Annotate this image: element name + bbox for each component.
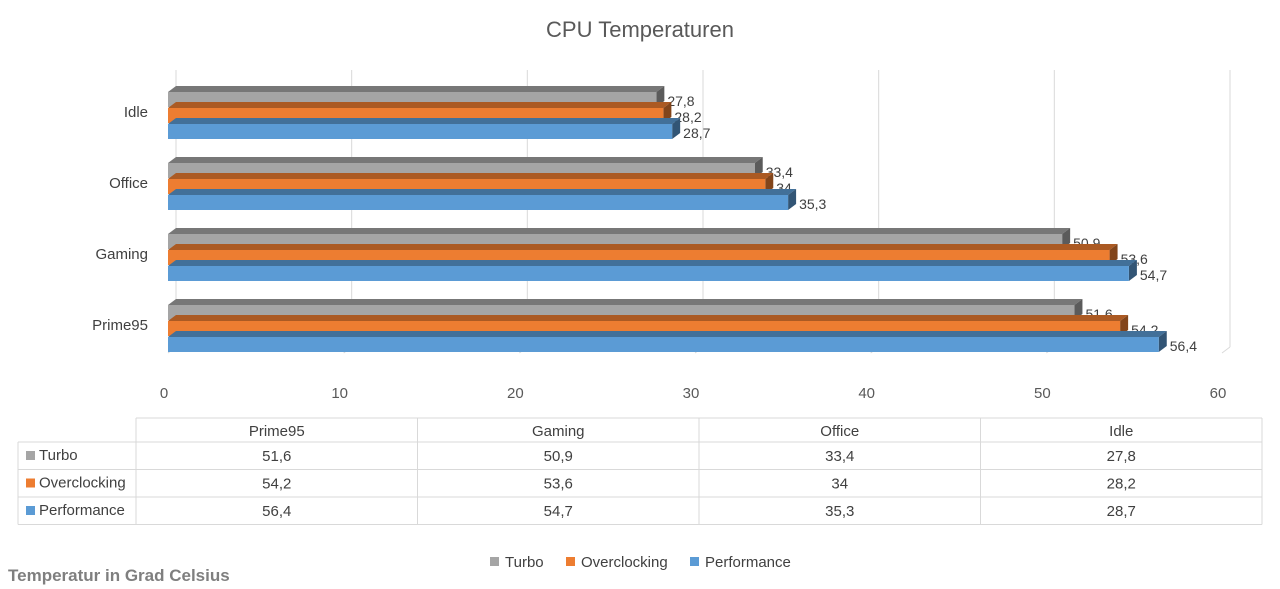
table-cell: 33,4 xyxy=(825,448,854,465)
table-header: Idle xyxy=(1109,423,1133,440)
bar-performance-gaming xyxy=(168,266,1129,281)
data-label: 35,3 xyxy=(799,196,826,212)
bar-side-turbo xyxy=(754,157,763,178)
bar-top-turbo xyxy=(168,228,1071,234)
data-label: 56,4 xyxy=(1170,338,1197,354)
legend-key-performance xyxy=(690,557,699,566)
tick-label: 30 xyxy=(683,385,700,402)
table-cell: 35,3 xyxy=(825,503,854,520)
table-cell: 27,8 xyxy=(1107,448,1136,465)
bar-top-overclocking xyxy=(168,173,774,179)
footnote: Temperatur in Grad Celsius xyxy=(8,566,230,585)
bar-top-turbo xyxy=(168,86,665,92)
bar-top-performance xyxy=(168,260,1137,266)
table-cell: 56,4 xyxy=(262,503,291,520)
bar-top-overclocking xyxy=(168,315,1129,321)
table-cell: 50,9 xyxy=(544,448,573,465)
x-axis-ticks: 0 10 20 30 40 50 60 xyxy=(160,385,1227,402)
tick-label: 20 xyxy=(507,385,524,402)
category-label: Prime95 xyxy=(92,317,148,334)
bar-side-overclocking xyxy=(765,173,774,194)
tick-label: 10 xyxy=(331,385,348,402)
bar-performance-office xyxy=(168,195,789,210)
legend-key-turbo xyxy=(490,557,499,566)
bar-side-overclocking xyxy=(1109,244,1118,265)
chart-title: CPU Temperaturen xyxy=(546,17,734,42)
bar-top-performance xyxy=(168,118,681,124)
table-legend-key xyxy=(26,451,35,460)
table-header: Prime95 xyxy=(249,423,305,440)
bar-side-turbo xyxy=(1062,228,1071,249)
data-label: 28,7 xyxy=(683,125,710,141)
table-header: Gaming xyxy=(532,423,585,440)
tick-label: 50 xyxy=(1034,385,1051,402)
legend-key-overclocking xyxy=(566,557,575,566)
bar-top-performance xyxy=(168,189,797,195)
bar-side-turbo xyxy=(656,86,665,107)
bar-side-performance xyxy=(672,118,681,139)
bar-top-overclocking xyxy=(168,102,672,108)
bar-side-performance xyxy=(1158,331,1167,352)
table-series-name: Overclocking xyxy=(39,475,126,492)
tick-label: 0 xyxy=(160,385,168,402)
legend-label: Overclocking xyxy=(581,554,668,571)
table-cell: 28,7 xyxy=(1107,503,1136,520)
category-label: Idle xyxy=(124,104,148,121)
bar-top-performance xyxy=(168,331,1167,337)
bar-side-overclocking xyxy=(1120,315,1129,336)
gridline-floor xyxy=(1221,346,1231,354)
table-cell: 53,6 xyxy=(544,476,573,493)
data-label: 54,7 xyxy=(1140,267,1167,283)
legend: Turbo Overclocking Performance xyxy=(490,554,791,571)
bars: 27,828,228,733,43435,350,953,654,751,654… xyxy=(168,86,1197,354)
table-legend-key xyxy=(26,506,35,515)
table-cell: 28,2 xyxy=(1107,476,1136,493)
category-labels: Idle Office Gaming Prime95 xyxy=(92,104,148,334)
table-series-name: Turbo xyxy=(39,447,78,464)
table-cell: 34 xyxy=(831,476,848,493)
category-label: Gaming xyxy=(95,246,148,263)
legend-label: Turbo xyxy=(505,554,544,571)
bar-side-overclocking xyxy=(663,102,672,123)
bar-side-performance xyxy=(1128,260,1137,281)
table-header: Office xyxy=(820,423,859,440)
bar-performance-prime95 xyxy=(168,337,1159,352)
bar-performance-idle xyxy=(168,124,673,139)
data-label: 28,2 xyxy=(674,109,701,125)
tick-label: 60 xyxy=(1210,385,1227,402)
bar-side-turbo xyxy=(1074,299,1083,320)
data-label: 27,8 xyxy=(667,93,694,109)
bar-top-overclocking xyxy=(168,244,1118,250)
table-cell: 54,2 xyxy=(262,476,291,493)
legend-label: Performance xyxy=(705,554,791,571)
tick-label: 40 xyxy=(858,385,875,402)
bar-top-turbo xyxy=(168,157,763,163)
data-table: Prime95 Gaming Office Idle Turbo 51,6 50,9 33,4… xyxy=(17,417,1263,525)
table-legend-key xyxy=(26,478,35,488)
bar-side-performance xyxy=(788,189,797,210)
table-cell: 51,6 xyxy=(262,448,291,465)
table-series-name: Performance xyxy=(39,502,125,519)
bar-top-turbo xyxy=(168,299,1083,305)
category-label: Office xyxy=(109,175,148,192)
table-cell: 54,7 xyxy=(544,503,573,520)
